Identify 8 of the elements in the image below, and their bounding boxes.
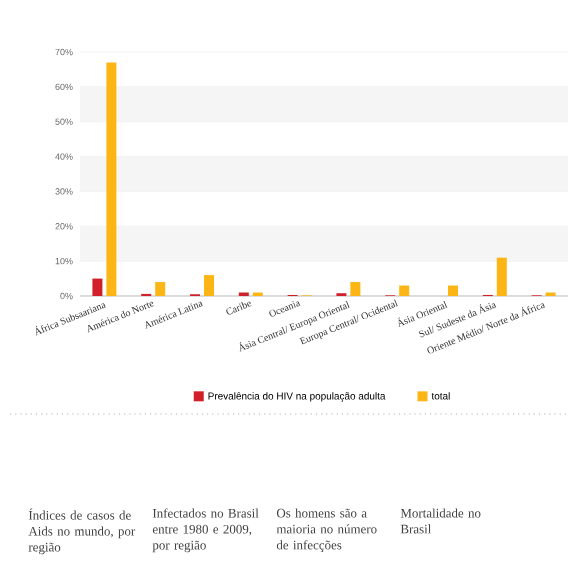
bar (496, 257, 507, 296)
bar (106, 62, 117, 296)
bar (448, 285, 459, 296)
bar (350, 282, 361, 296)
bar (204, 275, 214, 296)
bar (155, 282, 166, 296)
bar (92, 278, 103, 296)
bar (399, 285, 410, 296)
